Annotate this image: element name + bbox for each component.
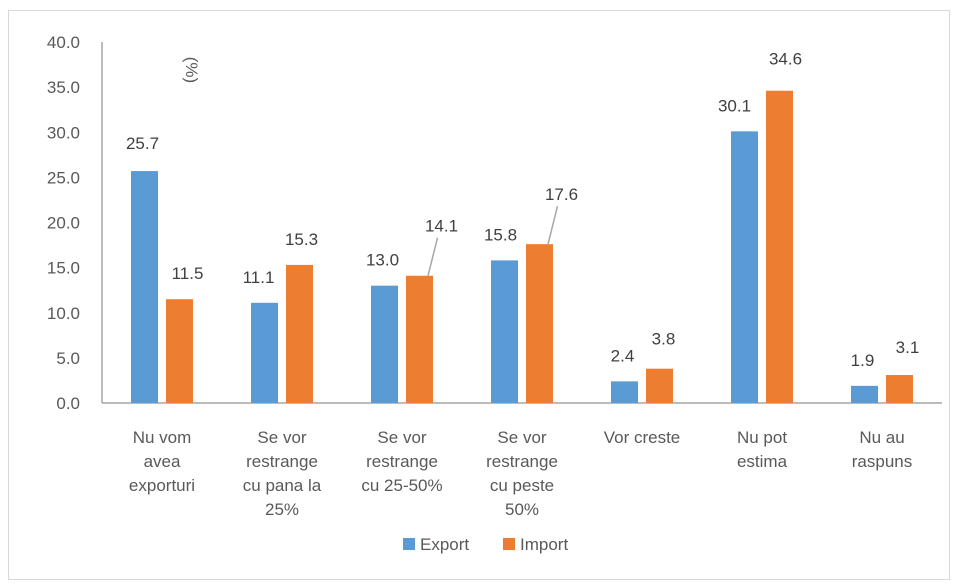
category-label: Vor creste <box>604 428 681 447</box>
category-label: Se vor <box>497 428 546 447</box>
data-label: 3.8 <box>652 330 676 349</box>
category-label: estima <box>737 452 788 471</box>
bar-export <box>611 381 638 403</box>
data-label: 1.9 <box>851 351 875 370</box>
data-label: 11.5 <box>172 264 204 283</box>
legend-swatch-export <box>403 538 415 550</box>
category-label: restrange <box>486 452 558 471</box>
bar-import <box>286 264 313 403</box>
category-label: cu pana la <box>243 476 322 495</box>
bar-import <box>526 244 553 403</box>
category-label: avea <box>144 452 181 471</box>
category-label: raspuns <box>852 452 912 471</box>
data-label: 13.0 <box>366 251 399 270</box>
y-tick-label: 40.0 <box>47 33 80 52</box>
category-label: 50% <box>505 500 539 519</box>
category-label: cu peste <box>490 476 554 495</box>
category-label: Se vor <box>257 428 306 447</box>
bar-export <box>491 260 518 403</box>
y-tick-label: 10.0 <box>47 304 80 323</box>
data-label: 25.7 <box>126 134 159 153</box>
y-tick-label: 15.0 <box>47 259 80 278</box>
category-label: Nu pot <box>737 428 787 447</box>
legend-swatch-import <box>503 538 515 550</box>
category-label: exporturi <box>129 476 195 495</box>
category-label: Se vor <box>377 428 426 447</box>
y-tick-label: 5.0 <box>56 349 80 368</box>
data-label: 11.1 <box>243 268 275 287</box>
data-label: 15.8 <box>484 225 517 244</box>
y-tick-label: 0.0 <box>56 394 80 413</box>
bar-import <box>646 368 673 403</box>
unit-label: (%) <box>182 57 201 83</box>
data-label: 30.1 <box>718 96 751 115</box>
data-label: 14.1 <box>425 217 458 236</box>
bar-import <box>406 275 433 403</box>
legend-label-import: Import <box>520 535 568 554</box>
y-tick-label: 30.0 <box>47 123 80 142</box>
category-label: restrange <box>366 452 438 471</box>
leader-line <box>547 205 559 245</box>
data-label: 15.3 <box>285 230 318 249</box>
y-tick-label: 25.0 <box>47 168 80 187</box>
bar-import <box>886 375 913 403</box>
category-label: Nu au <box>859 428 904 447</box>
category-label: restrange <box>246 452 318 471</box>
category-label: 25% <box>265 500 299 519</box>
data-label: 3.1 <box>896 338 920 357</box>
bar-export <box>131 171 158 403</box>
bar-export <box>251 302 278 403</box>
bar-export <box>371 285 398 403</box>
y-tick-label: 20.0 <box>47 214 80 233</box>
bar-import <box>766 90 793 404</box>
leader-line <box>427 237 439 276</box>
bar-import <box>166 299 193 403</box>
category-label: Nu vom <box>133 428 192 447</box>
data-label: 34.6 <box>769 50 802 69</box>
data-label: 17.6 <box>545 185 578 204</box>
bar-export <box>851 385 878 403</box>
category-label: cu 25-50% <box>361 476 442 495</box>
data-label: 2.4 <box>611 346 635 365</box>
bar-export <box>731 131 758 403</box>
legend-label-export: Export <box>420 535 469 554</box>
y-tick-label: 35.0 <box>47 78 80 97</box>
